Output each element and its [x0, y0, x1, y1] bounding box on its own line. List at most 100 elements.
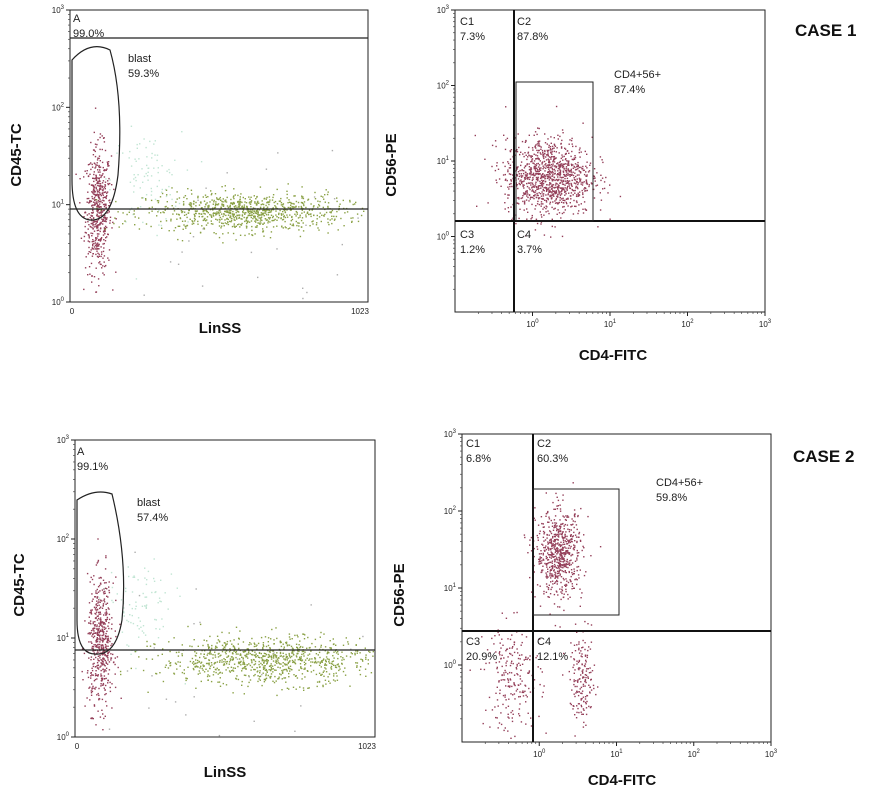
event-dot [103, 239, 105, 241]
event-dot [567, 547, 569, 549]
event-dot [108, 165, 110, 167]
event-dot [87, 221, 89, 223]
event-dot [306, 291, 308, 294]
event-dot [543, 531, 546, 534]
event-dot [280, 213, 282, 215]
event-dot [154, 198, 157, 201]
event-dot [537, 178, 539, 181]
event-dot [108, 586, 110, 588]
event-dot [579, 540, 582, 542]
event-dot [187, 212, 189, 214]
event-dot [531, 591, 533, 593]
event-dot [109, 681, 111, 684]
event-dot [523, 180, 525, 182]
event-dot [559, 574, 561, 577]
event-dot [103, 588, 105, 590]
event-dot [276, 188, 278, 191]
event-dot [289, 660, 291, 662]
event-dot [300, 667, 302, 669]
event-dot [303, 655, 305, 657]
event-dot [90, 611, 92, 613]
y-tick-label: 103 [52, 5, 65, 15]
event-dot [577, 183, 579, 186]
event-dot [213, 201, 215, 203]
event-dot [128, 645, 130, 647]
event-dot [537, 188, 539, 190]
event-dot [221, 659, 223, 661]
event-dot [563, 555, 566, 557]
event-dot [231, 652, 234, 654]
event-dot [197, 645, 199, 647]
event-dot [583, 556, 585, 558]
event-dot [569, 541, 571, 544]
event-dot [546, 174, 548, 176]
event-dot [521, 140, 524, 143]
event-dot [100, 685, 102, 687]
event-dot [529, 544, 531, 546]
event-dot [522, 172, 525, 175]
event-dot [162, 211, 164, 213]
event-dot [546, 577, 548, 579]
event-dot [221, 213, 223, 215]
event-dot [274, 664, 276, 666]
event-dot [301, 678, 303, 680]
event-dot [133, 191, 135, 193]
event-dot [216, 667, 218, 669]
event-dot [176, 198, 178, 200]
event-dot [88, 234, 90, 236]
event-dot [174, 159, 176, 161]
event-dot [223, 658, 225, 660]
event-dot [557, 195, 559, 197]
event-dot [261, 673, 263, 676]
event-dot [94, 184, 97, 186]
event-dot [568, 562, 571, 564]
event-dot [251, 225, 253, 228]
event-dot [104, 184, 106, 186]
event-dot [200, 213, 202, 215]
event-dot [539, 182, 542, 184]
event-dot [95, 291, 97, 293]
event-dot [299, 686, 301, 688]
event-dot [556, 550, 558, 552]
event-dot [262, 648, 264, 650]
event-dot [563, 593, 565, 595]
event-dot [208, 675, 211, 677]
event-dot [86, 197, 88, 200]
event-dot [198, 204, 201, 206]
event-dot [257, 219, 259, 221]
event-dot [228, 206, 231, 208]
event-dot [535, 181, 537, 183]
event-dot [275, 655, 278, 657]
event-dot [547, 152, 549, 154]
event-dot [224, 199, 226, 202]
event-dot [139, 620, 141, 622]
event-dot [99, 641, 101, 643]
event-dot [218, 681, 221, 683]
event-dot [144, 605, 146, 607]
event-dot [562, 165, 564, 167]
event-dot [578, 174, 580, 176]
event-dot [164, 206, 166, 208]
event-dot [257, 200, 259, 203]
event-dot [91, 645, 94, 648]
event-dot [546, 563, 548, 565]
event-dot [106, 618, 108, 620]
event-dot [239, 653, 242, 655]
event-dot [91, 578, 94, 581]
event-dot [232, 692, 234, 694]
event-dot [581, 181, 583, 184]
event-dot [544, 174, 546, 176]
event-dot [218, 225, 221, 227]
event-dot [115, 200, 117, 203]
event-dot [335, 672, 337, 674]
event-dot [327, 191, 329, 193]
event-dot [258, 214, 260, 217]
event-dot [559, 510, 562, 512]
event-dot [84, 225, 86, 228]
event-dot [554, 184, 557, 186]
event-dot [551, 195, 553, 197]
event-dot [98, 155, 101, 157]
event-dot [589, 162, 592, 164]
event-dot [91, 232, 94, 235]
event-dot [577, 574, 580, 576]
